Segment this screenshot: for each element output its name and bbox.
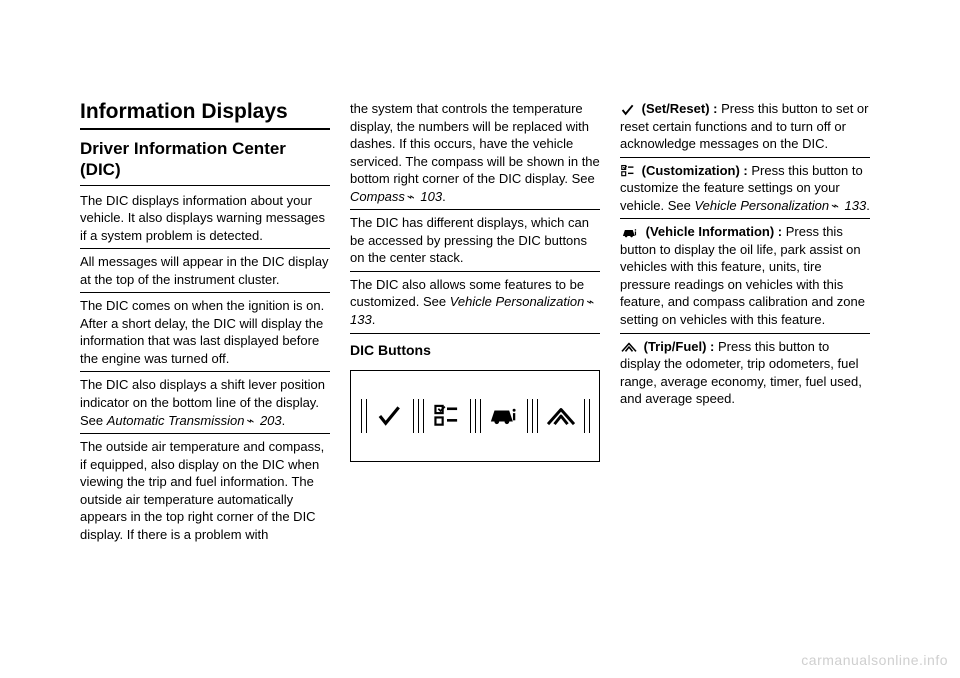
page-ref: 133 — [829, 198, 866, 213]
cross-reference: Vehicle Personalization — [450, 294, 585, 309]
trip-fuel-icon — [620, 340, 638, 354]
column-3: (Set/Reset) : Press this button to set o… — [620, 100, 870, 551]
subsection-heading: Driver Information Center (DIC) — [80, 138, 330, 186]
paragraph: the system that controls the temperature… — [350, 100, 600, 210]
dic-buttons-figure — [350, 370, 600, 462]
dic-button-trip-fuel — [538, 393, 584, 439]
page-ref: 203 — [245, 413, 282, 428]
paragraph: The DIC has different displays, which ca… — [350, 214, 600, 272]
paragraph: The outside air temperature and compass,… — [80, 438, 330, 547]
watermark: carmanualsonline.info — [801, 652, 948, 668]
cross-reference: Vehicle Personalization — [694, 198, 829, 213]
button-description-set-reset: (Set/Reset) : Press this button to set o… — [620, 100, 870, 158]
dic-button-customization — [424, 393, 470, 439]
dic-button-vehicle-info — [481, 393, 527, 439]
button-description-trip-fuel: (Trip/Fuel) : Press this button to displ… — [620, 338, 870, 412]
text: the system that controls the temperature… — [350, 101, 600, 186]
text: . — [372, 312, 376, 327]
button-label: (Set/Reset) : — [638, 101, 721, 116]
cross-reference: Automatic Transmission — [107, 413, 245, 428]
vehicle-info-icon — [489, 403, 519, 429]
page-content: Information Displays Driver Information … — [80, 100, 880, 551]
button-description-customization: (Customization) : Press this button to c… — [620, 162, 870, 220]
button-description-vehicle-info: (Vehicle Information) : Press this butto… — [620, 223, 870, 333]
paragraph: All messages will appear in the DIC disp… — [80, 253, 330, 293]
customize-icon — [620, 164, 636, 178]
button-label: (Customization) : — [638, 163, 751, 178]
trip-fuel-icon — [546, 403, 576, 429]
button-label: (Vehicle Information) : — [642, 224, 786, 239]
column-1: Information Displays Driver Information … — [80, 100, 330, 551]
column-2: the system that controls the temperature… — [350, 100, 600, 551]
text: . — [866, 198, 870, 213]
paragraph: The DIC also allows some features to be … — [350, 276, 600, 334]
paragraph: The DIC also displays a shift lever posi… — [80, 376, 330, 434]
customize-icon — [434, 403, 460, 429]
vehicle-info-icon — [620, 226, 640, 240]
text: Press this button to display the oil lif… — [620, 224, 865, 327]
paragraph: The DIC displays information about your … — [80, 192, 330, 250]
button-label: (Trip/Fuel) : — [640, 339, 718, 354]
paragraph: The DIC comes on when the ignition is on… — [80, 297, 330, 372]
check-icon — [377, 403, 403, 429]
page-ref: 103 — [405, 189, 442, 204]
text: . — [282, 413, 286, 428]
cross-reference: Compass — [350, 189, 405, 204]
text: . — [442, 189, 446, 204]
subheading-dic-buttons: DIC Buttons — [350, 342, 600, 358]
check-icon — [620, 103, 636, 117]
dic-button-set-reset — [367, 393, 413, 439]
section-heading: Information Displays — [80, 100, 330, 130]
